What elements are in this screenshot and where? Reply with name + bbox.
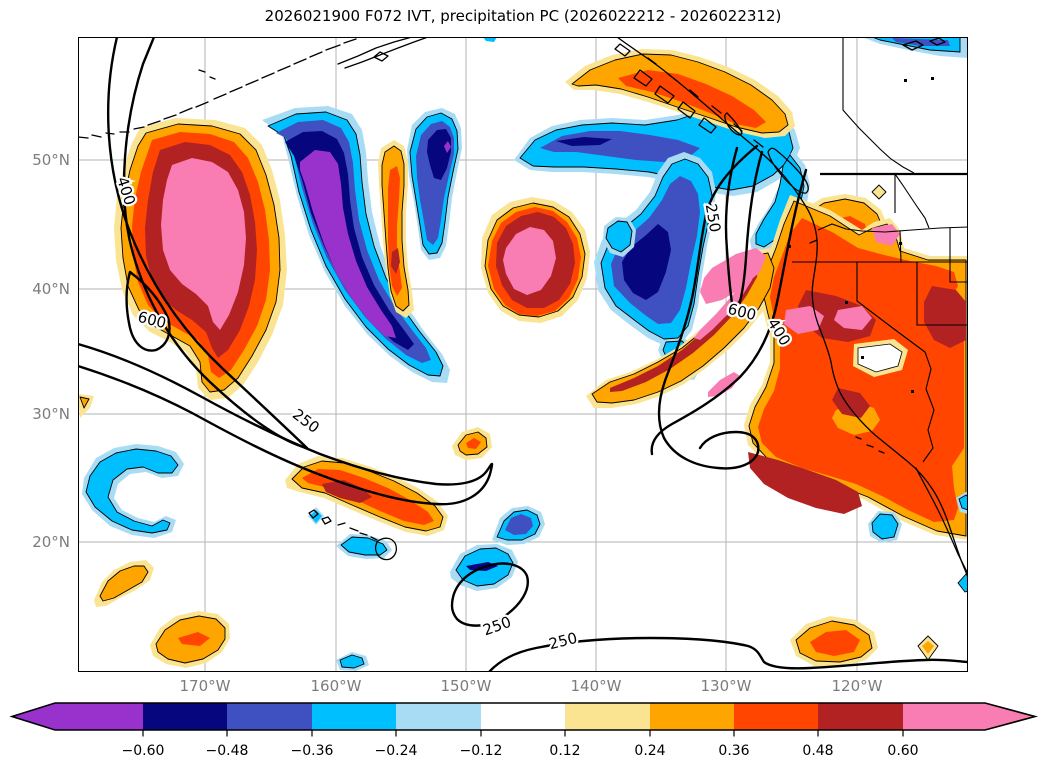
colorbar: −0.60 −0.48 −0.36 −0.24 −0.12 0.12 0.24 … — [9, 702, 1039, 759]
region-hawaii-band — [285, 456, 448, 536]
region-west-positive-band — [114, 118, 287, 400]
svg-text:−0.24: −0.24 — [375, 743, 418, 759]
colorbar-under-arrow — [12, 703, 143, 730]
colorbar-seg — [481, 703, 565, 730]
region-offshore-negative — [594, 152, 716, 380]
region-small-negatives — [308, 37, 968, 671]
colorbar-tickmarks — [142, 730, 904, 737]
region-small-positives — [78, 394, 492, 668]
map-plot: 400 600 250 250 600 400 250 250 — [78, 37, 968, 672]
contour-label-250-bottom: 250 — [547, 629, 579, 653]
lon-tick-160W: 160°W — [310, 677, 362, 695]
region-topright-cyan — [862, 37, 968, 58]
colorbar-seg — [396, 703, 481, 730]
svg-text:0.24: 0.24 — [634, 743, 665, 759]
region-bottom-orange-blob — [790, 616, 939, 667]
region-coastal-cyan — [750, 150, 810, 255]
lat-tick-40N: 40°N — [32, 280, 70, 298]
svg-text:−0.60: −0.60 — [122, 743, 165, 759]
colorbar-seg — [312, 703, 396, 730]
colorbar-seg — [565, 703, 650, 730]
colorbar-seg — [650, 703, 734, 730]
chart-title: 2026021900 F072 IVT, precipitation PC (2… — [264, 7, 782, 25]
lon-tick-130W: 130°W — [700, 677, 752, 695]
region-california-positive — [586, 195, 968, 540]
colorbar-seg — [227, 703, 312, 730]
colorbar-over-arrow — [903, 703, 1035, 730]
ivt-contours — [78, 37, 968, 672]
coastlines — [78, 37, 968, 579]
lon-tick-170W: 170°W — [179, 677, 231, 695]
svg-text:0.12: 0.12 — [549, 743, 580, 759]
lat-tick-50N: 50°N — [32, 151, 70, 169]
region-west-cyan-blob — [82, 444, 184, 538]
contour-label-250-west: 250 — [289, 405, 323, 437]
colorbar-tick-labels: −0.60 −0.48 −0.36 −0.24 −0.12 0.12 0.24 … — [122, 743, 919, 759]
svg-text:−0.48: −0.48 — [206, 743, 249, 759]
political-borders — [792, 37, 968, 463]
colorbar-seg — [818, 703, 903, 730]
lat-tick-30N: 30°N — [32, 405, 70, 423]
lon-tick-140W: 140°W — [570, 677, 622, 695]
lon-tick-150W: 150°W — [440, 677, 492, 695]
region-central-positive-blob — [481, 197, 590, 323]
contour-label-250-loop: 250 — [480, 613, 513, 640]
region-small-blue-strip — [407, 108, 462, 260]
colorbar-seg — [734, 703, 818, 730]
svg-text:−0.36: −0.36 — [291, 743, 334, 759]
colorbar-outline — [9, 702, 1039, 731]
region-narrow-orange-sliver — [378, 140, 414, 318]
lon-tick-120W: 120°W — [831, 677, 883, 695]
lat-tick-20N: 20°N — [32, 533, 70, 551]
svg-text:0.60: 0.60 — [887, 743, 918, 759]
svg-text:0.48: 0.48 — [802, 743, 833, 759]
svg-text:0.36: 0.36 — [718, 743, 749, 759]
region-small-cyan-round — [603, 217, 636, 257]
region-se-alaska-band — [565, 49, 795, 138]
shaded-regions — [78, 37, 968, 671]
svg-text:−0.12: −0.12 — [460, 743, 503, 759]
colorbar-seg — [143, 703, 227, 730]
